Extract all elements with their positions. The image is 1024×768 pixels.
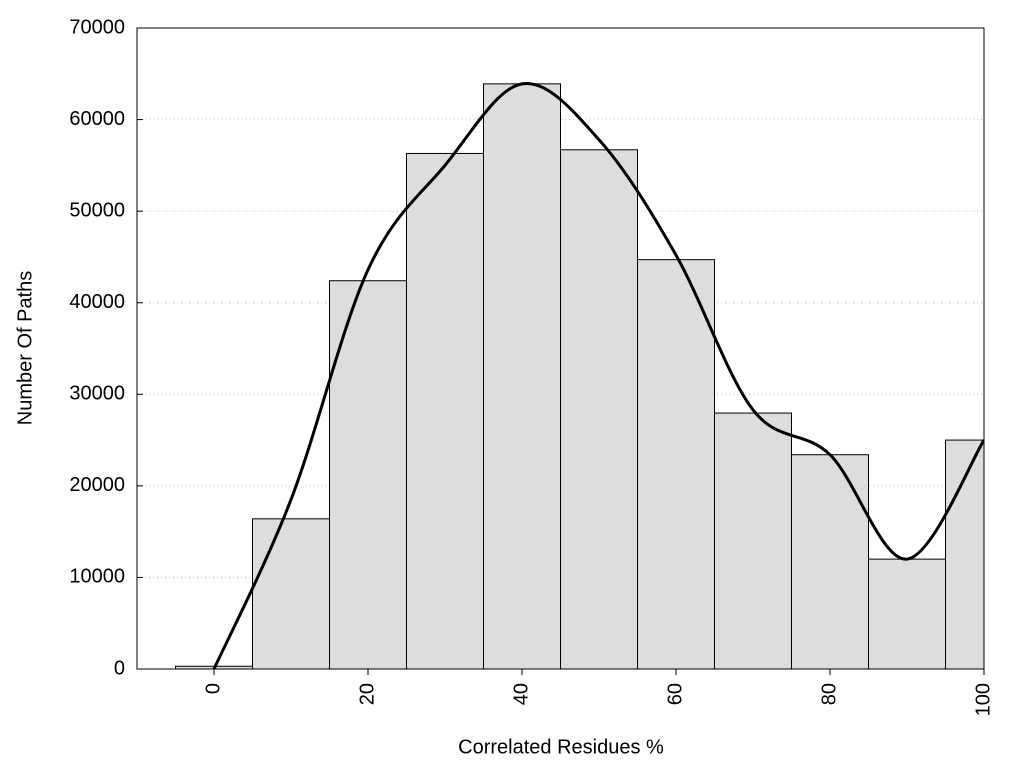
x-tick-label: 100 [972, 683, 994, 716]
bar [406, 152, 484, 669]
y-tick-label: 30000 [69, 383, 125, 405]
bar [329, 280, 407, 669]
plot-area [137, 82, 984, 669]
x-tick-label: 0 [202, 683, 224, 694]
x-tick-label: 20 [356, 683, 378, 705]
curve [212, 82, 984, 669]
bar [252, 518, 330, 669]
y-tick-label: 70000 [69, 16, 125, 38]
bar [637, 259, 715, 669]
bar [560, 149, 638, 669]
y-tick-label: 10000 [69, 566, 125, 588]
y-tick-label: 50000 [69, 199, 125, 221]
x-tick-label: 80 [818, 683, 840, 705]
x-tick-label: 40 [510, 683, 532, 705]
bar [791, 454, 869, 669]
bar [714, 412, 792, 669]
y-axis-label: Number Of Paths [14, 271, 36, 426]
x-tick-label: 60 [664, 683, 686, 705]
y-tick-label: 60000 [69, 108, 125, 130]
x-axis-label: Correlated Residues % [458, 736, 664, 758]
plot-frame [136, 27, 985, 670]
y-tick-label: 40000 [69, 291, 125, 313]
y-tick-label: 0 [114, 657, 125, 679]
y-tick-label: 20000 [69, 474, 125, 496]
bar [483, 83, 561, 669]
bar [868, 558, 946, 669]
